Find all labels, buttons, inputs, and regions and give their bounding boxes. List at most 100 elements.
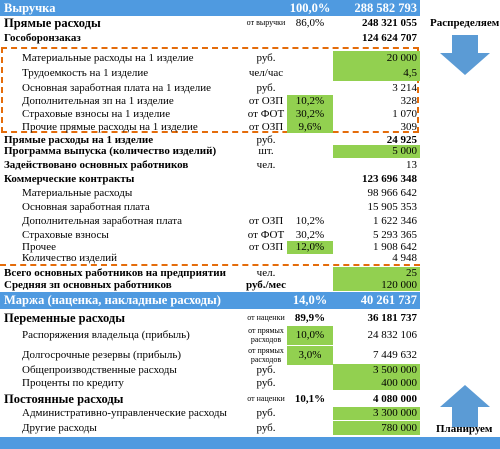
amount: 1 622 346 xyxy=(373,215,417,227)
unit: руб./мес xyxy=(245,278,287,291)
unit: от ФОТ xyxy=(247,228,285,241)
percent: 10,0% xyxy=(287,326,333,345)
amount: 24 832 106 xyxy=(367,329,418,341)
amount: 4 080 000 xyxy=(373,393,417,405)
amount: 4 948 xyxy=(392,252,417,264)
unit: от наценки xyxy=(247,394,285,404)
unit: от ФОТ xyxy=(247,108,285,120)
amount: 20 000 xyxy=(333,51,420,66)
row-label: Материальные расходы xyxy=(22,187,133,199)
percent: 86,0% xyxy=(295,17,325,29)
row-label: Программа выпуска (количество изделий) xyxy=(4,145,217,157)
percent: 10,2% xyxy=(295,215,325,227)
row-label: Выручка xyxy=(4,0,56,15)
unit: руб. xyxy=(256,377,276,389)
unit: от ОЗП xyxy=(248,120,284,133)
percent: 100,0% xyxy=(289,0,331,15)
percent: 10,2% xyxy=(287,95,333,108)
percent: 12,0% xyxy=(287,241,333,254)
side-label: Распределяем xyxy=(430,17,500,29)
highlight-box xyxy=(1,47,419,133)
unit: от выручки xyxy=(246,18,286,28)
amount: 248 321 055 xyxy=(362,17,417,29)
unit: руб. xyxy=(256,81,276,94)
amount: 7 449 632 xyxy=(373,349,417,361)
amount: 3 214 xyxy=(392,81,417,94)
percent: 14,0% xyxy=(292,293,328,308)
unit: от прямых расходов xyxy=(248,326,284,344)
unit: шт. xyxy=(258,145,274,157)
row-label: Гособоронзаказ xyxy=(4,32,81,44)
unit: от наценки xyxy=(247,312,285,322)
amount: 309 xyxy=(400,120,418,133)
percent: 10,1% xyxy=(294,393,326,405)
row-label: Прочие прямые расходы на 1 изделие xyxy=(22,120,198,133)
up-arrow xyxy=(440,385,490,427)
side-label: Планируем xyxy=(436,423,493,435)
amount: 1 070 xyxy=(392,108,417,120)
row-label: Постоянные расходы xyxy=(4,392,124,407)
unit: от ОЗП xyxy=(248,241,284,253)
row-label: Трудоемкость на 1 изделие xyxy=(22,67,149,79)
row-label: Проценты по кредиту xyxy=(22,377,124,389)
amount: 123 696 348 xyxy=(362,173,417,185)
row-label: Другие расходы xyxy=(22,421,97,434)
unit: руб. xyxy=(256,364,276,376)
unit: от ОЗП xyxy=(248,215,284,227)
unit: руб. xyxy=(256,134,276,146)
row-label: Прямые расходы на 1 изделие xyxy=(4,134,154,146)
amount: 1 908 642 xyxy=(373,241,417,253)
amount: 780 000 xyxy=(333,421,420,435)
separator xyxy=(0,264,420,266)
row-label: Коммерческие контракты xyxy=(4,173,135,185)
row-label: Средняя зп основных работников xyxy=(4,278,172,291)
row-label: Административно-управленческие расходы xyxy=(22,407,227,419)
amount: 98 966 642 xyxy=(367,187,418,199)
row-label: Материальные расходы на 1 изделие xyxy=(22,52,194,64)
revenue-band xyxy=(0,0,420,16)
amount: 36 181 737 xyxy=(367,311,418,324)
row-label: Распоряжения владельца (прибыль) xyxy=(22,329,190,341)
percent: 3,0% xyxy=(287,346,333,365)
unit: от прямых расходов xyxy=(248,346,284,364)
amount: 4,5 xyxy=(333,66,420,81)
row-label: Основная заработная плата xyxy=(22,201,150,213)
amount: 40 261 737 xyxy=(360,293,417,308)
row-label: Маржа (наценка, накладные расходы) xyxy=(4,293,221,308)
unit: чел. xyxy=(256,266,276,279)
row-label: Дополнительная зп на 1 изделие xyxy=(22,95,174,107)
amount: 24 925 xyxy=(386,134,417,146)
row-label: Всего основных работников на предприятии xyxy=(4,266,226,279)
row-label: Прямые расходы xyxy=(4,16,101,31)
amount: 5 000 xyxy=(333,145,420,158)
row-label: Прочее xyxy=(22,241,56,253)
row-label: Страховые взносы на 1 изделие xyxy=(22,108,171,120)
margin-band xyxy=(0,292,420,309)
amount: 288 582 793 xyxy=(354,0,418,15)
amount: 328 xyxy=(400,95,418,107)
row-label: Страховые взносы xyxy=(22,228,109,241)
amount: 5 293 365 xyxy=(373,228,417,241)
row-label: Долгосрочные резервы (прибыль) xyxy=(22,349,182,361)
row-label: Задействовано основных работников xyxy=(4,159,189,171)
unit: руб. xyxy=(256,421,276,434)
unit: чел/час xyxy=(248,67,284,79)
bottom-band xyxy=(0,437,500,449)
amount: 3 300 000 xyxy=(333,407,420,420)
amount: 25 xyxy=(333,267,420,279)
percent: 30,2% xyxy=(295,228,325,241)
row-label: Общепроизводственные расходы xyxy=(22,364,177,376)
percent: 30,2% xyxy=(287,108,333,121)
unit: чел. xyxy=(256,159,276,171)
amount: 120 000 xyxy=(333,279,420,291)
unit: руб. xyxy=(256,52,276,64)
amount: 15 905 353 xyxy=(367,201,418,213)
row-label: Основная заработная плата на 1 изделие xyxy=(22,81,212,94)
row-label: Дополнительная заработная плата xyxy=(22,215,183,227)
amount: 13 xyxy=(406,159,417,171)
percent: 89,9% xyxy=(294,311,326,324)
down-arrow xyxy=(440,35,490,75)
amount: 124 624 707 xyxy=(362,32,417,44)
unit: от ОЗП xyxy=(248,95,284,107)
